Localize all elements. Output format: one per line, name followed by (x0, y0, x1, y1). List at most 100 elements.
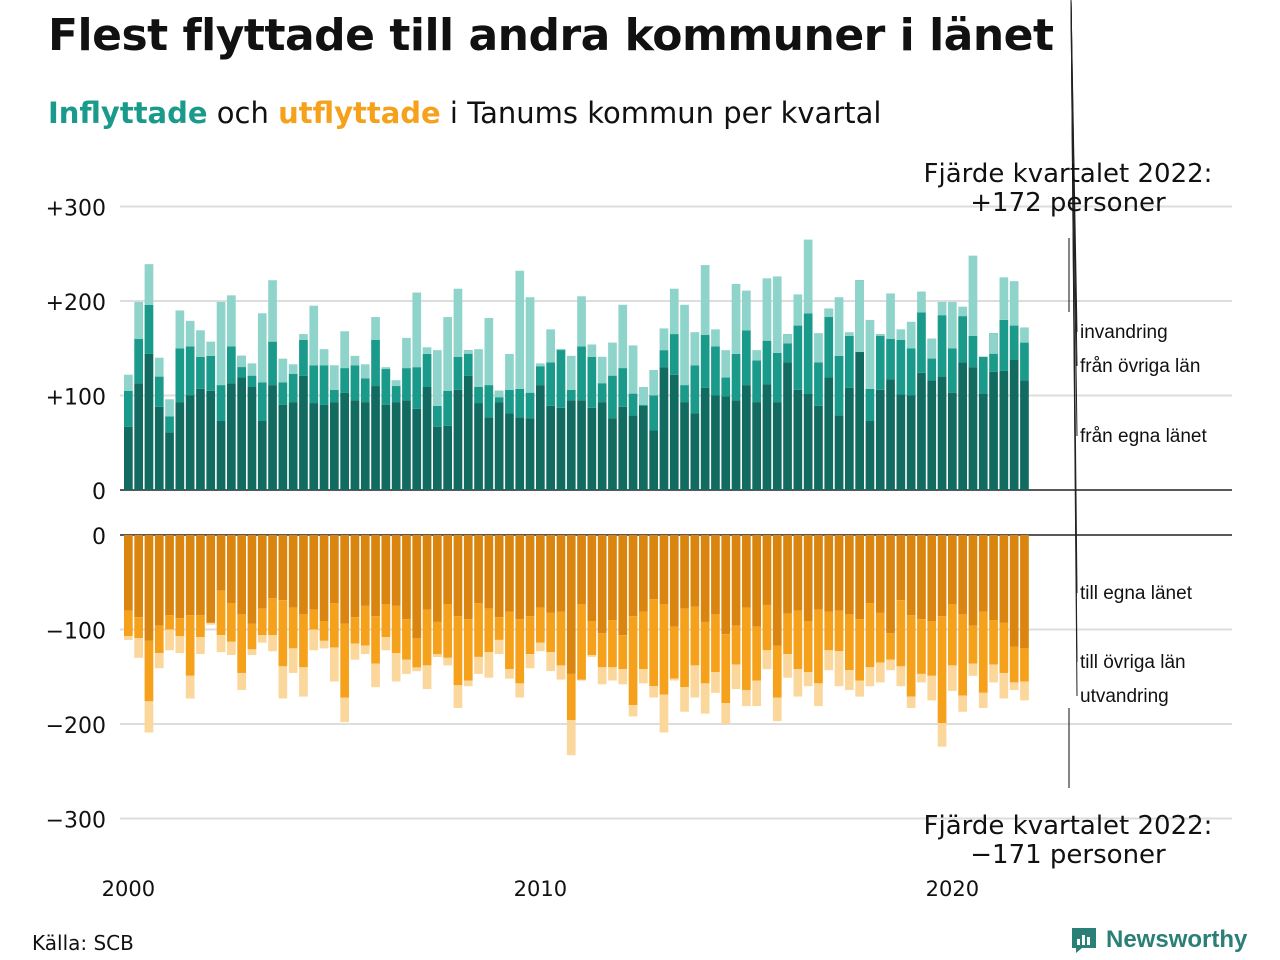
bar-inflyttade-ovriga-lan (505, 389, 514, 414)
bar-inflyttade-ovriga-lan (309, 365, 319, 404)
bar-invandring (196, 330, 205, 357)
bar-utvandring (484, 652, 494, 678)
source-note: Källa: SCB (32, 931, 134, 955)
bar-invandring (639, 386, 648, 405)
bar-inflyttade-ovriga-lan (566, 389, 576, 401)
bar-inflyttade-egna-lanet (505, 413, 514, 490)
bar-utflyttade-ovriga-lan (669, 626, 679, 679)
bar-utflyttade-ovriga-lan (958, 614, 967, 696)
bar-utflyttade-ovriga-lan (175, 618, 185, 637)
bar-invandring (206, 341, 216, 356)
bar-utflyttade-egna-lanet (371, 535, 380, 617)
bar-utvandring (628, 705, 638, 717)
bar-utflyttade-egna-lanet (185, 535, 195, 616)
bar-inflyttade-ovriga-lan (124, 390, 133, 427)
bar-inflyttade-egna-lanet (917, 372, 926, 490)
bar-inflyttade-ovriga-lan (597, 383, 607, 403)
bar-utvandring (556, 665, 566, 680)
bar-utvandring (412, 667, 422, 672)
bar-utvandring (227, 641, 236, 656)
bar-utvandring (680, 687, 689, 712)
bar-utflyttade-egna-lanet (948, 535, 957, 604)
bar-utflyttade-ovriga-lan (453, 616, 463, 686)
bar-utflyttade-egna-lanet (124, 535, 133, 611)
bar-inflyttade-ovriga-lan (608, 375, 617, 419)
bar-utflyttade-egna-lanet (834, 535, 844, 611)
chart-subtitle: Inflyttade och utflyttade i Tanums kommu… (48, 96, 881, 130)
bar-inflyttade-egna-lanet (175, 402, 185, 490)
bar-utflyttade-egna-lanet (690, 535, 700, 607)
bar-utvandring (360, 645, 370, 655)
bar-utflyttade-egna-lanet (134, 535, 143, 618)
bar-utflyttade-egna-lanet (278, 535, 288, 601)
bar-inflyttade-egna-lanet (381, 404, 391, 490)
bar-invandring (618, 304, 628, 369)
bar-utflyttade-ovriga-lan (309, 609, 319, 630)
bar-inflyttade-egna-lanet (433, 426, 442, 490)
bar-inflyttade-egna-lanet (814, 405, 823, 490)
bar-utvandring (247, 649, 257, 656)
bar-inflyttade-egna-lanet (875, 389, 885, 490)
bar-invandring (906, 321, 916, 349)
bar-inflyttade-egna-lanet (577, 400, 586, 490)
bar-inflyttade-ovriga-lan (463, 350, 473, 376)
bar-utvandring (865, 667, 875, 687)
bar-inflyttade-ovriga-lan (340, 368, 349, 393)
bar-inflyttade-egna-lanet (124, 426, 133, 490)
bar-inflyttade-ovriga-lan (154, 376, 164, 407)
bar-utvandring (330, 647, 339, 682)
bar-inflyttade-ovriga-lan (814, 362, 823, 406)
bar-inflyttade-ovriga-lan (484, 385, 494, 418)
y-tick-label-top: +200 (46, 291, 106, 316)
bar-inflyttade-egna-lanet (206, 390, 216, 490)
bar-utflyttade-ovriga-lan (845, 614, 854, 671)
bar-inflyttade-ovriga-lan (721, 377, 731, 397)
bar-inflyttade-egna-lanet (484, 417, 494, 490)
bar-utflyttade-egna-lanet (412, 535, 422, 639)
bar-utflyttade-ovriga-lan (999, 622, 1009, 673)
bar-invandring (958, 306, 967, 317)
bar-inflyttade-ovriga-lan (917, 312, 926, 373)
bar-utflyttade-ovriga-lan (381, 603, 391, 638)
bar-invandring (124, 374, 133, 391)
bar-inflyttade-ovriga-lan (659, 350, 669, 368)
bar-utflyttade-egna-lanet (556, 535, 566, 612)
bar-utflyttade-ovriga-lan (350, 617, 360, 644)
bar-inflyttade-ovriga-lan (278, 382, 288, 405)
bar-utvandring (206, 622, 216, 625)
utflyttade-bars (124, 535, 1029, 756)
bar-utvandring (134, 638, 143, 658)
bar-invandring (721, 350, 731, 378)
bar-utvandring (463, 680, 473, 687)
bar-inflyttade-egna-lanet (319, 404, 329, 490)
bar-utflyttade-egna-lanet (196, 535, 205, 616)
bar-invandring (803, 239, 813, 314)
bar-inflyttade-egna-lanet (958, 362, 967, 490)
bar-inflyttade-egna-lanet (989, 371, 998, 490)
bar-invandring (330, 365, 339, 390)
bar-invandring (742, 290, 751, 331)
bar-inflyttade-egna-lanet (1020, 380, 1029, 490)
bar-inflyttade-ovriga-lan (536, 366, 545, 386)
bar-utflyttade-egna-lanet (319, 535, 329, 621)
bar-inflyttade-ovriga-lan (700, 335, 710, 388)
bar-utflyttade-ovriga-lan (288, 607, 298, 649)
bar-inflyttade-egna-lanet (742, 385, 751, 490)
bar-utflyttade-ovriga-lan (690, 606, 700, 666)
bar-utflyttade-egna-lanet (989, 535, 998, 621)
bar-utflyttade-egna-lanet (402, 535, 411, 620)
bar-inflyttade-ovriga-lan (1009, 325, 1019, 360)
bar-utflyttade-ovriga-lan (134, 617, 143, 639)
bar-utvandring (597, 667, 607, 685)
bar-inflyttade-egna-lanet (896, 394, 906, 490)
bar-utflyttade-egna-lanet (711, 535, 720, 615)
bar-utflyttade-ovriga-lan (793, 610, 803, 670)
bar-invandring (443, 317, 452, 391)
bar-utflyttade-egna-lanet (680, 535, 689, 609)
bar-utflyttade-egna-lanet (618, 535, 628, 636)
bar-utflyttade-ovriga-lan (721, 634, 731, 704)
bar-utvandring (278, 666, 288, 699)
bar-invandring (453, 288, 463, 357)
bar-inflyttade-egna-lanet (144, 353, 154, 490)
bar-utflyttade-egna-lanet (247, 535, 257, 624)
